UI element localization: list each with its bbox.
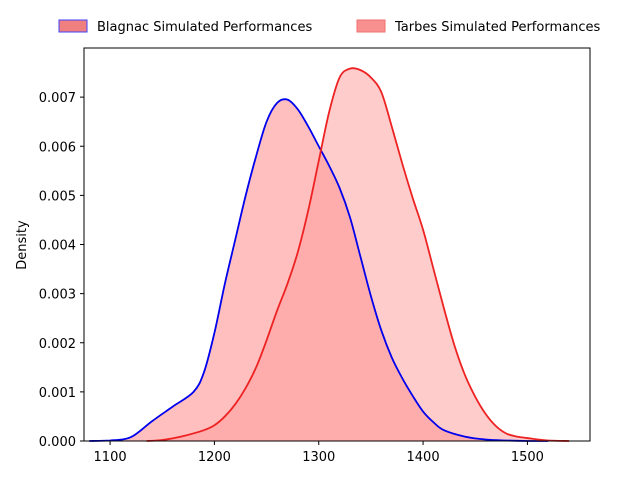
x-axis: 1100 1200 1300 1400 1500 — [94, 441, 544, 465]
x-tick-label: 1500 — [511, 450, 544, 465]
legend-label-tarbes: Tarbes Simulated Performances — [394, 20, 600, 35]
y-tick-label: 0.004 — [39, 239, 76, 254]
density-line-blagnac — [89, 98, 549, 442]
y-axis-label: Density — [15, 220, 30, 270]
y-tick-label: 0.001 — [39, 386, 76, 401]
area-fill-tarbes — [146, 68, 570, 441]
y-tick-label: 0.002 — [39, 337, 76, 352]
y-tick-label: 0.005 — [39, 189, 76, 204]
x-tick-label: 1200 — [198, 450, 231, 465]
legend-swatch-blagnac — [58, 19, 88, 33]
x-tick-label: 1300 — [302, 450, 335, 465]
series-lines — [89, 67, 570, 442]
y-tick-label: 0.000 — [39, 435, 76, 450]
series-fills — [89, 68, 570, 441]
legend: Blagnac Simulated Performances Tarbes Si… — [58, 19, 600, 35]
x-tick-label: 1400 — [407, 450, 440, 465]
density-line-tarbes — [146, 67, 570, 442]
y-tick-label: 0.007 — [39, 91, 76, 106]
y-tick-label: 0.006 — [39, 140, 76, 155]
legend-swatch-tarbes — [356, 19, 386, 33]
y-axis: 0.000 0.001 0.002 0.003 0.004 0.005 0.006 0.007 — [39, 91, 84, 450]
y-tick-label: 0.003 — [39, 288, 76, 303]
legend-label-blagnac: Blagnac Simulated Performances — [97, 20, 312, 35]
x-tick-label: 1100 — [94, 450, 127, 465]
